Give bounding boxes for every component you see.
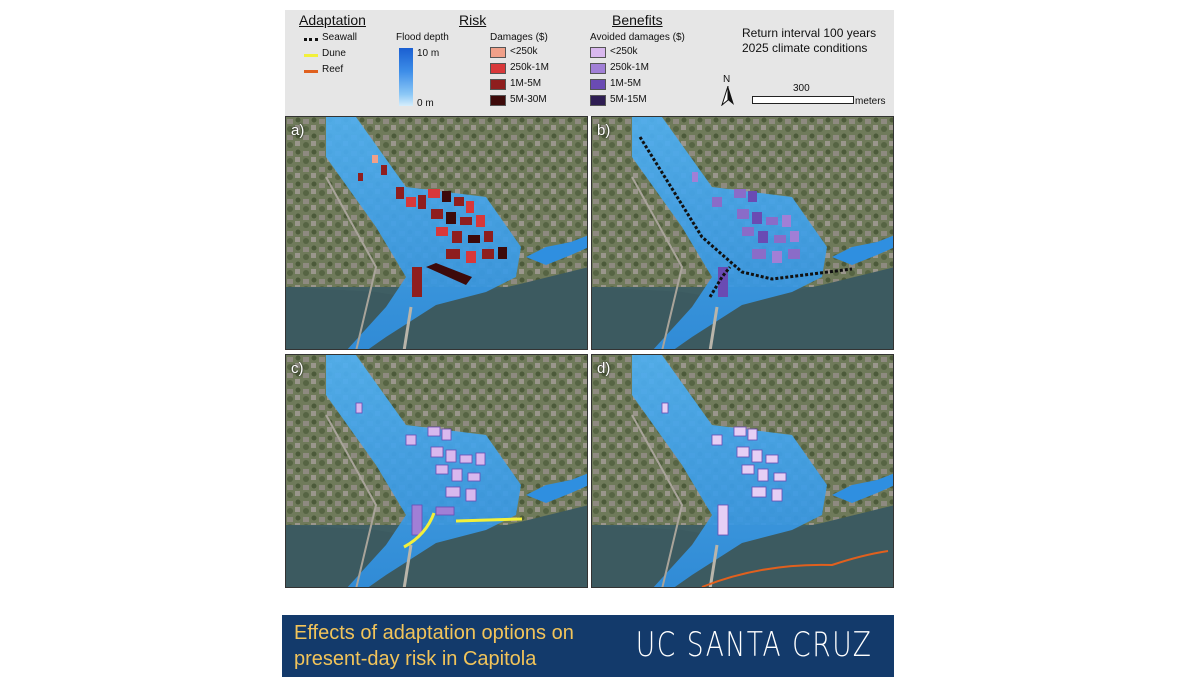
damage-buildings: [358, 155, 507, 297]
benefit-swatch-2: [590, 63, 606, 74]
scale-unit: meters: [855, 96, 886, 107]
damage-label-1: <250k: [510, 46, 538, 57]
benefit-swatch-3: [590, 79, 606, 90]
damage-swatch-3: [490, 79, 506, 90]
legend: Adaptation Seawall Dune Reef Risk Flood …: [285, 10, 894, 116]
banner-title: Effects of adaptation options on present…: [294, 622, 574, 670]
risk-title: Risk: [459, 12, 487, 28]
panel-label-d: d): [597, 360, 611, 377]
damage-swatch-4: [490, 95, 506, 106]
map-panels: a): [285, 116, 894, 588]
benefit-swatch-1: [590, 47, 606, 58]
conditions-text: Return interval 100 years 2025 climate c…: [742, 26, 876, 56]
seawall-line: [638, 136, 853, 281]
scale-bar: [752, 96, 854, 104]
title-banner: Effects of adaptation options on present…: [282, 615, 894, 677]
flood-depth-colorbar: [399, 48, 413, 106]
damages-title: Damages ($): [490, 32, 548, 43]
reef-line: [701, 550, 889, 587]
map-panel-b: b): [591, 116, 894, 350]
flood-depth-min: 0 m: [417, 98, 434, 109]
return-interval: Return interval 100 years: [742, 26, 877, 40]
panel-label-c: c): [291, 360, 304, 377]
benefit-label-4: 5M-15M: [610, 94, 647, 105]
panel-label-a: a): [291, 122, 305, 139]
damage-label-4: 5M-30M: [510, 94, 547, 105]
flood-depth-max: 10 m: [417, 48, 440, 59]
dune-label: Dune: [322, 48, 346, 59]
damage-label-2: 250k-1M: [510, 62, 549, 73]
ucsc-logo: UC SANTA CRUZ: [635, 625, 872, 665]
benefit-swatch-4: [590, 95, 606, 106]
figure: Adaptation Seawall Dune Reef Risk Flood …: [285, 10, 894, 588]
avoided-damage-buildings: [692, 172, 800, 297]
panel-label-b: b): [597, 122, 611, 139]
climate-conditions: 2025 climate conditions: [742, 41, 868, 55]
north-label: N: [723, 74, 731, 85]
map-panel-d: d): [591, 354, 894, 588]
north-arrow-icon: [721, 86, 734, 106]
adaptation-title: Adaptation: [299, 12, 366, 28]
map-panel-c: c): [285, 354, 588, 588]
benefit-label-3: 1M-5M: [610, 78, 642, 89]
benefit-label-1: <250k: [610, 46, 638, 57]
benefit-label-2: 250k-1M: [610, 62, 649, 73]
seawall-line-icon: [304, 38, 318, 41]
damage-swatch-1: [490, 47, 506, 58]
seawall-label: Seawall: [322, 32, 358, 43]
avoided-damage-buildings: [355, 402, 486, 536]
damage-swatch-2: [490, 63, 506, 74]
reef-label: Reef: [322, 64, 344, 75]
map-panel-a: a): [285, 116, 588, 350]
flood-depth-title: Flood depth: [396, 32, 449, 43]
damage-label-3: 1M-5M: [510, 78, 542, 89]
scale-value: 300: [793, 83, 810, 94]
avoided-damage-buildings: [661, 402, 787, 536]
dune-line: [403, 512, 436, 549]
benefits-title: Benefits: [612, 12, 663, 28]
reef-line-icon: [304, 70, 318, 73]
dune-line-icon: [304, 54, 318, 57]
benefits-subtitle: Avoided damages ($): [590, 32, 685, 43]
